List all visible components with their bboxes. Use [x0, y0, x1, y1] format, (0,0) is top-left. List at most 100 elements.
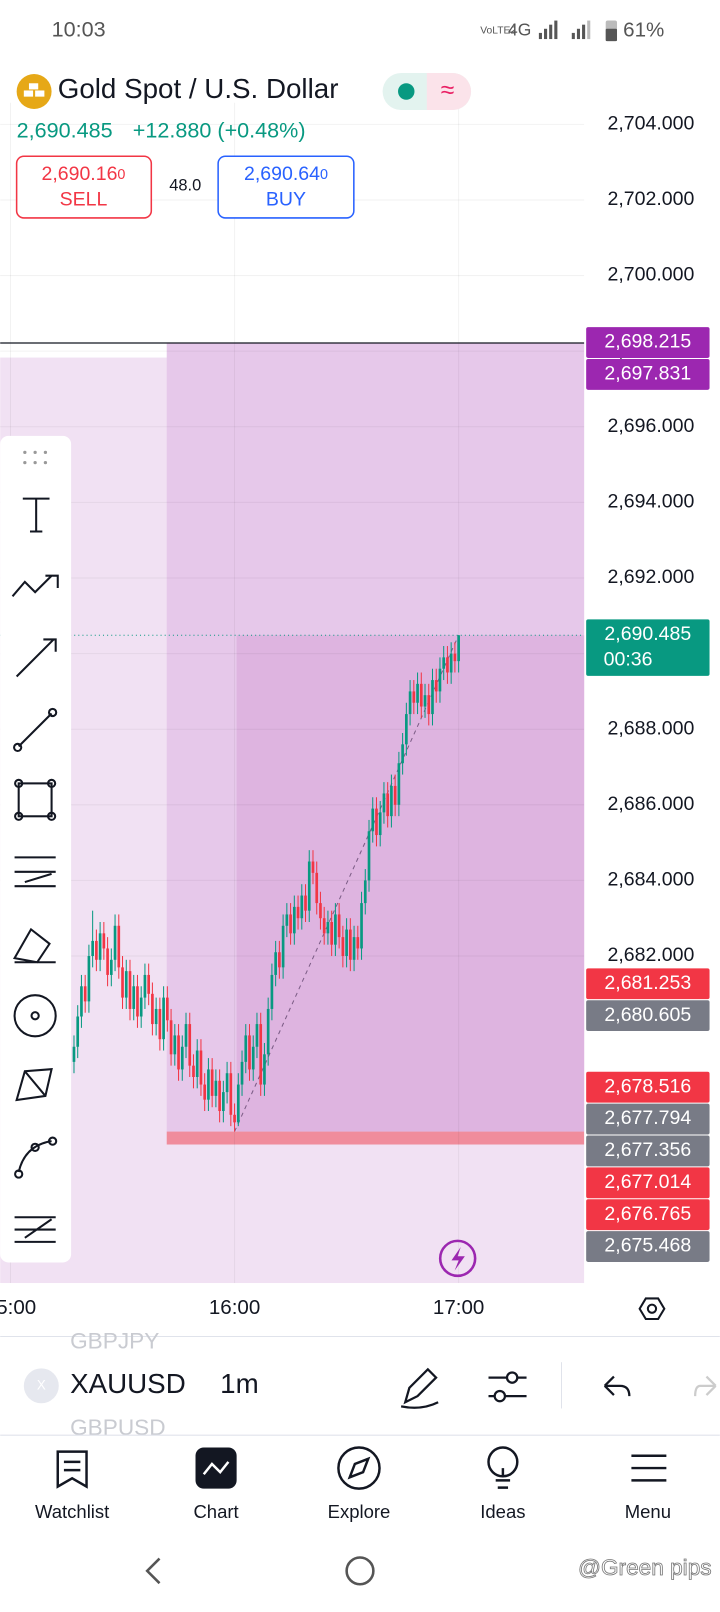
settings-icon[interactable]: [638, 1297, 666, 1321]
status-pill[interactable]: ≈: [382, 72, 472, 111]
sell-button[interactable]: 2,690.160 SELL: [15, 155, 153, 219]
candle-body: [207, 1069, 210, 1100]
candle-body: [87, 956, 91, 1002]
candle-body: [195, 1050, 199, 1077]
indicators-button[interactable]: [488, 1371, 527, 1403]
price-badge-label: 2,677.014: [604, 1171, 691, 1193]
draw-button[interactable]: [400, 1367, 439, 1409]
brush-tool[interactable]: [12, 927, 56, 964]
candle-body: [341, 937, 345, 957]
overlay: 2,704.0002,702.0002,700.0002,698.0002,69…: [0, 113, 710, 1319]
sell-price: 2,690.160: [41, 163, 125, 185]
sell-price-main: 2,690.16: [41, 163, 117, 185]
candle-body: [386, 793, 390, 817]
buy-button[interactable]: 2,690.640 BUY: [217, 155, 355, 219]
candle-body: [438, 668, 442, 692]
candle-body: [80, 986, 83, 1017]
candle-body: [412, 691, 416, 703]
redo-button[interactable]: [694, 1375, 717, 1397]
buy-price-main: 2,690.64: [244, 163, 320, 185]
path-tool[interactable]: [14, 1136, 58, 1179]
candle-body: [192, 1065, 195, 1077]
price-change: +12.880 (+0.48%): [133, 117, 306, 142]
candle-body: [416, 683, 419, 703]
symbol-icon: X: [23, 1368, 59, 1404]
candle-body: [427, 695, 431, 715]
candle-body: [222, 1092, 225, 1112]
candle-body: [203, 1084, 207, 1100]
trend-tool[interactable]: [11, 574, 59, 597]
projection-tool[interactable]: [14, 1216, 56, 1243]
candle-body: [408, 691, 412, 715]
y-tick-label: 2,686.000: [608, 793, 695, 815]
candle-body: [154, 1008, 158, 1025]
candle-body: [240, 1061, 244, 1085]
candle-body: [367, 831, 371, 881]
back-button[interactable]: [145, 1557, 161, 1585]
candle-body: [356, 937, 360, 949]
y-tick-label: 2,700.000: [608, 264, 695, 286]
candle-body: [348, 929, 352, 960]
candle-body: [113, 925, 117, 960]
home-button[interactable]: [345, 1556, 375, 1586]
stop-zone: [166, 1131, 585, 1145]
candle-body: [292, 906, 296, 934]
price-badge-label: 2,677.794: [604, 1107, 691, 1129]
nav-label: Menu: [625, 1501, 671, 1522]
explore-icon[interactable]: [337, 1446, 381, 1490]
candle-body: [434, 680, 438, 692]
candle-body: [360, 903, 363, 949]
candle-body: [210, 1069, 214, 1096]
interval[interactable]: 1m: [220, 1368, 259, 1399]
countdown: 00:36: [604, 649, 653, 671]
price-badge: [586, 968, 710, 1000]
menu-icon[interactable]: [631, 1454, 667, 1482]
candle-body: [121, 967, 124, 998]
buy-price-pip: 0: [320, 167, 328, 183]
line-tool[interactable]: [13, 707, 58, 753]
candle-body: [136, 986, 139, 1017]
arrow-tool[interactable]: [15, 638, 57, 678]
candle-body: [296, 906, 300, 919]
candle-body: [169, 1020, 173, 1055]
svg-text:≈: ≈: [441, 77, 455, 104]
spread: 48.0: [169, 176, 201, 194]
candle-body: [382, 793, 386, 813]
status-battery: 61%: [623, 18, 664, 41]
candle-body: [393, 785, 397, 805]
candle-body: [248, 1035, 251, 1070]
candle-body: [143, 974, 147, 998]
candle-body: [102, 933, 106, 949]
candle-body: [124, 971, 128, 998]
pattern-tool[interactable]: [15, 1068, 53, 1102]
nav-label: Explore: [328, 1501, 391, 1522]
candle-body: [218, 1080, 221, 1112]
ideas-icon[interactable]: [487, 1446, 519, 1489]
rect-tool[interactable]: [14, 778, 57, 821]
price-badge-label: 2,698.215: [604, 331, 691, 353]
candle-body: [390, 785, 393, 817]
svg-text:X: X: [37, 1377, 46, 1392]
alert-icon[interactable]: [438, 1239, 477, 1278]
candle-body: [244, 1035, 248, 1062]
candle-body: [330, 922, 333, 945]
last-price: 2,690.485: [17, 117, 113, 142]
text-tool[interactable]: [22, 497, 50, 533]
candle-body: [225, 1073, 229, 1093]
gold-icon: [16, 74, 52, 109]
y-tick-label: 2,682.000: [608, 944, 695, 966]
circle-tool[interactable]: [13, 994, 57, 1038]
undo-button[interactable]: [603, 1375, 631, 1397]
candle-body: [457, 635, 460, 662]
watchlist-icon[interactable]: [56, 1450, 88, 1489]
fib-tool[interactable]: [14, 856, 56, 888]
nav-labels: Watchlist Chart Explore Ideas Menu: [35, 1501, 671, 1522]
candle-body: [319, 903, 322, 919]
price-badge: [586, 1135, 710, 1167]
candle-body: [139, 997, 143, 1017]
price-badge-label: 2,697.831: [604, 363, 691, 385]
candle-body: [229, 1073, 233, 1115]
chart-icon[interactable]: [195, 1447, 237, 1489]
symbol[interactable]: XAUUSD: [70, 1368, 186, 1399]
